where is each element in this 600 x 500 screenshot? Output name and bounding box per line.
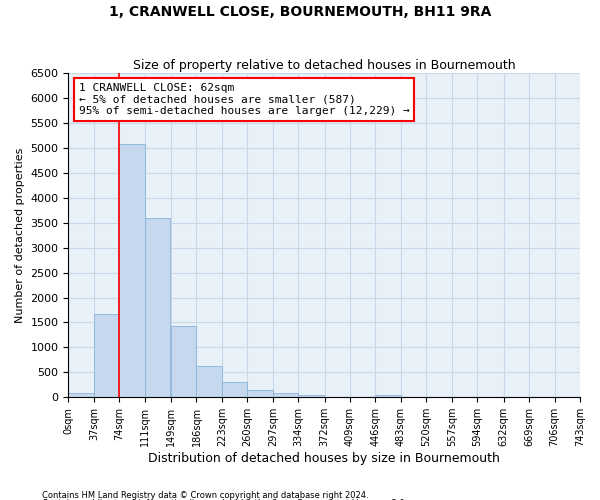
X-axis label: Distribution of detached houses by size in Bournemouth: Distribution of detached houses by size … [148,452,500,465]
Bar [94,314,119,397]
Text: 1, CRANWELL CLOSE, BOURNEMOUTH, BH11 9RA: 1, CRANWELL CLOSE, BOURNEMOUTH, BH11 9RA [109,5,491,19]
Bar [145,218,170,397]
Bar [171,326,196,397]
Bar [298,394,324,397]
Text: Contains HM Land Registry data © Crown copyright and database right 2024.: Contains HM Land Registry data © Crown c… [42,490,368,500]
Bar [222,382,247,397]
Bar [196,366,222,397]
Title: Size of property relative to detached houses in Bournemouth: Size of property relative to detached ho… [133,59,515,72]
Bar [247,390,273,397]
Bar [119,144,145,397]
Text: 1 CRANWELL CLOSE: 62sqm
← 5% of detached houses are smaller (587)
95% of semi-de: 1 CRANWELL CLOSE: 62sqm ← 5% of detached… [79,83,409,116]
Y-axis label: Number of detached properties: Number of detached properties [15,148,25,323]
Bar [376,394,401,397]
Bar [68,394,94,397]
Bar [273,394,298,397]
Text: Contains public sector information licensed under the Open Government Licence v3: Contains public sector information licen… [42,499,407,500]
